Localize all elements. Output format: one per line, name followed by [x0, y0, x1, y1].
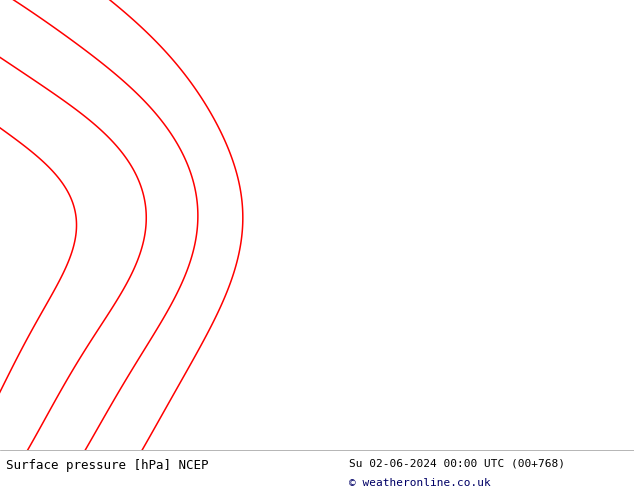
- Text: Surface pressure [hPa] NCEP: Surface pressure [hPa] NCEP: [6, 460, 209, 472]
- Text: Su 02-06-2024 00:00 UTC (00+768): Su 02-06-2024 00:00 UTC (00+768): [349, 459, 565, 469]
- Text: © weatheronline.co.uk: © weatheronline.co.uk: [349, 478, 491, 488]
